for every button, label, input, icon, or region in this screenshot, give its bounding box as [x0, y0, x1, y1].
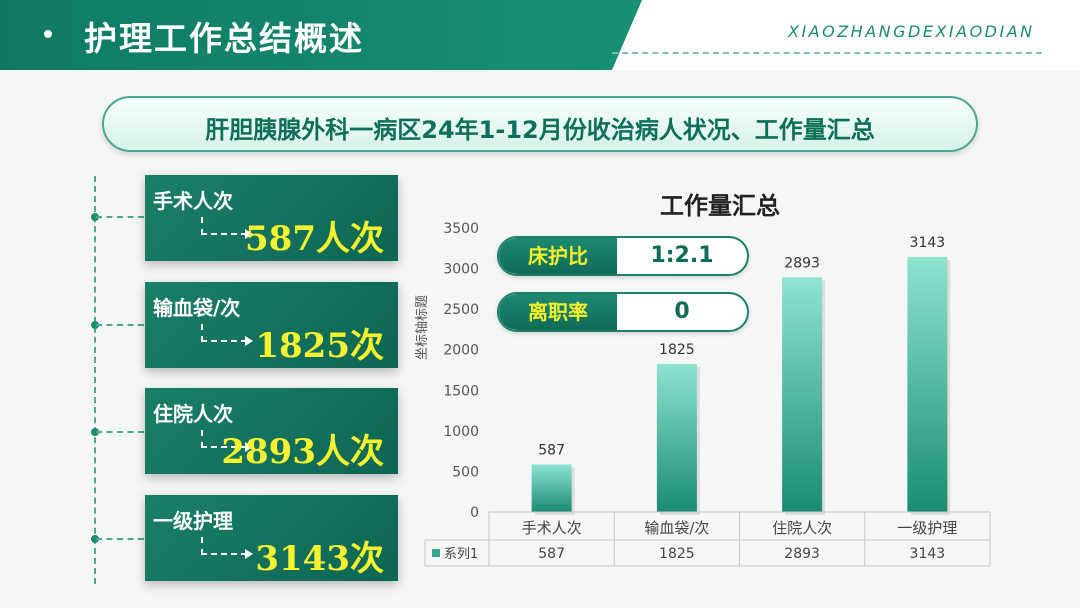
timeline-connector	[96, 538, 144, 540]
stat-card-value: 2893人次	[221, 432, 384, 472]
timeline-line	[94, 176, 96, 584]
page-title: 护理工作总结概述	[84, 19, 364, 58]
header-divider	[612, 52, 1042, 54]
header-bar: 护理工作总结概述 XIAOZHANGDEXIAODIAN	[0, 0, 1080, 70]
indicator-label: 离职率	[499, 294, 617, 330]
legend-entry: 系列1	[444, 547, 478, 562]
y-tick-label: 500	[452, 464, 479, 480]
arrow-icon	[201, 217, 253, 239]
indicator-value: 1:2.1	[650, 243, 714, 268]
stat-card-label: 手术人次	[153, 189, 233, 213]
stat-card-value: 587人次	[245, 219, 384, 259]
category-label: 一级护理	[897, 519, 957, 537]
legend-swatch	[432, 549, 440, 557]
arrow-icon	[201, 324, 253, 346]
indicator-value: 0	[674, 299, 690, 324]
bar	[531, 464, 572, 512]
chart-title: 工作量汇总	[660, 192, 780, 220]
subtitle-banner: 肝胆胰腺外科一病区24年1-12月份收治病人状况、工作量汇总	[102, 96, 978, 152]
timeline-node	[91, 535, 99, 543]
indicator-label: 床护比	[499, 238, 617, 274]
stat-card-label: 输血袋/次	[153, 296, 241, 320]
stat-card-value: 1825次	[255, 326, 384, 366]
subtitle-text: 肝胆胰腺外科一病区24年1-12月份收治病人状况、工作量汇总	[205, 116, 875, 144]
table-value: 2893	[784, 546, 820, 562]
bar	[907, 256, 948, 512]
indicator-turnover-rate: 离职率 0	[497, 292, 749, 332]
y-tick-label: 1500	[443, 383, 479, 399]
bar	[656, 363, 697, 512]
table-value: 587	[538, 546, 565, 562]
timeline-connector	[96, 216, 144, 218]
table-value: 3143	[910, 546, 946, 562]
stat-card-label: 一级护理	[153, 509, 233, 533]
y-tick-label: 3000	[443, 262, 479, 278]
category-label: 输血袋/次	[644, 519, 709, 537]
data-label: 2893	[784, 255, 820, 271]
y-tick-label: 1000	[443, 424, 479, 440]
timeline-node	[91, 213, 99, 221]
y-tick-label: 2500	[443, 302, 479, 318]
y-tick-label: 3500	[443, 221, 479, 237]
indicator-nurse-bed-ratio: 床护比 1:2.1	[497, 236, 749, 276]
category-label: 手术人次	[522, 519, 582, 537]
bullet-icon	[44, 30, 52, 38]
brand-text: XIAOZHANGDEXIAODIAN	[788, 22, 1035, 41]
stat-card-admissions: 住院人次 2893人次	[145, 388, 398, 474]
timeline-connector	[96, 431, 144, 433]
bar	[782, 277, 823, 512]
y-tick-label: 0	[470, 505, 479, 521]
stat-card-surgery: 手术人次 587人次	[145, 175, 398, 261]
data-label: 3143	[910, 235, 946, 251]
data-label: 587	[538, 442, 565, 458]
timeline-node	[91, 428, 99, 436]
header-brand-panel	[612, 0, 1080, 70]
data-label: 1825	[659, 342, 695, 358]
stat-card-first-level-care: 一级护理 3143次	[145, 495, 398, 581]
category-label: 住院人次	[772, 519, 832, 537]
table-value: 1825	[659, 546, 695, 562]
stat-card-label: 住院人次	[153, 402, 233, 426]
timeline-connector	[96, 324, 144, 326]
stat-card-transfusion: 输血袋/次 1825次	[145, 282, 398, 368]
stat-card-value: 3143次	[255, 539, 384, 579]
arrow-icon	[201, 430, 253, 452]
timeline-node	[91, 321, 99, 329]
arrow-icon	[201, 537, 253, 559]
y-tick-label: 2000	[443, 343, 479, 359]
